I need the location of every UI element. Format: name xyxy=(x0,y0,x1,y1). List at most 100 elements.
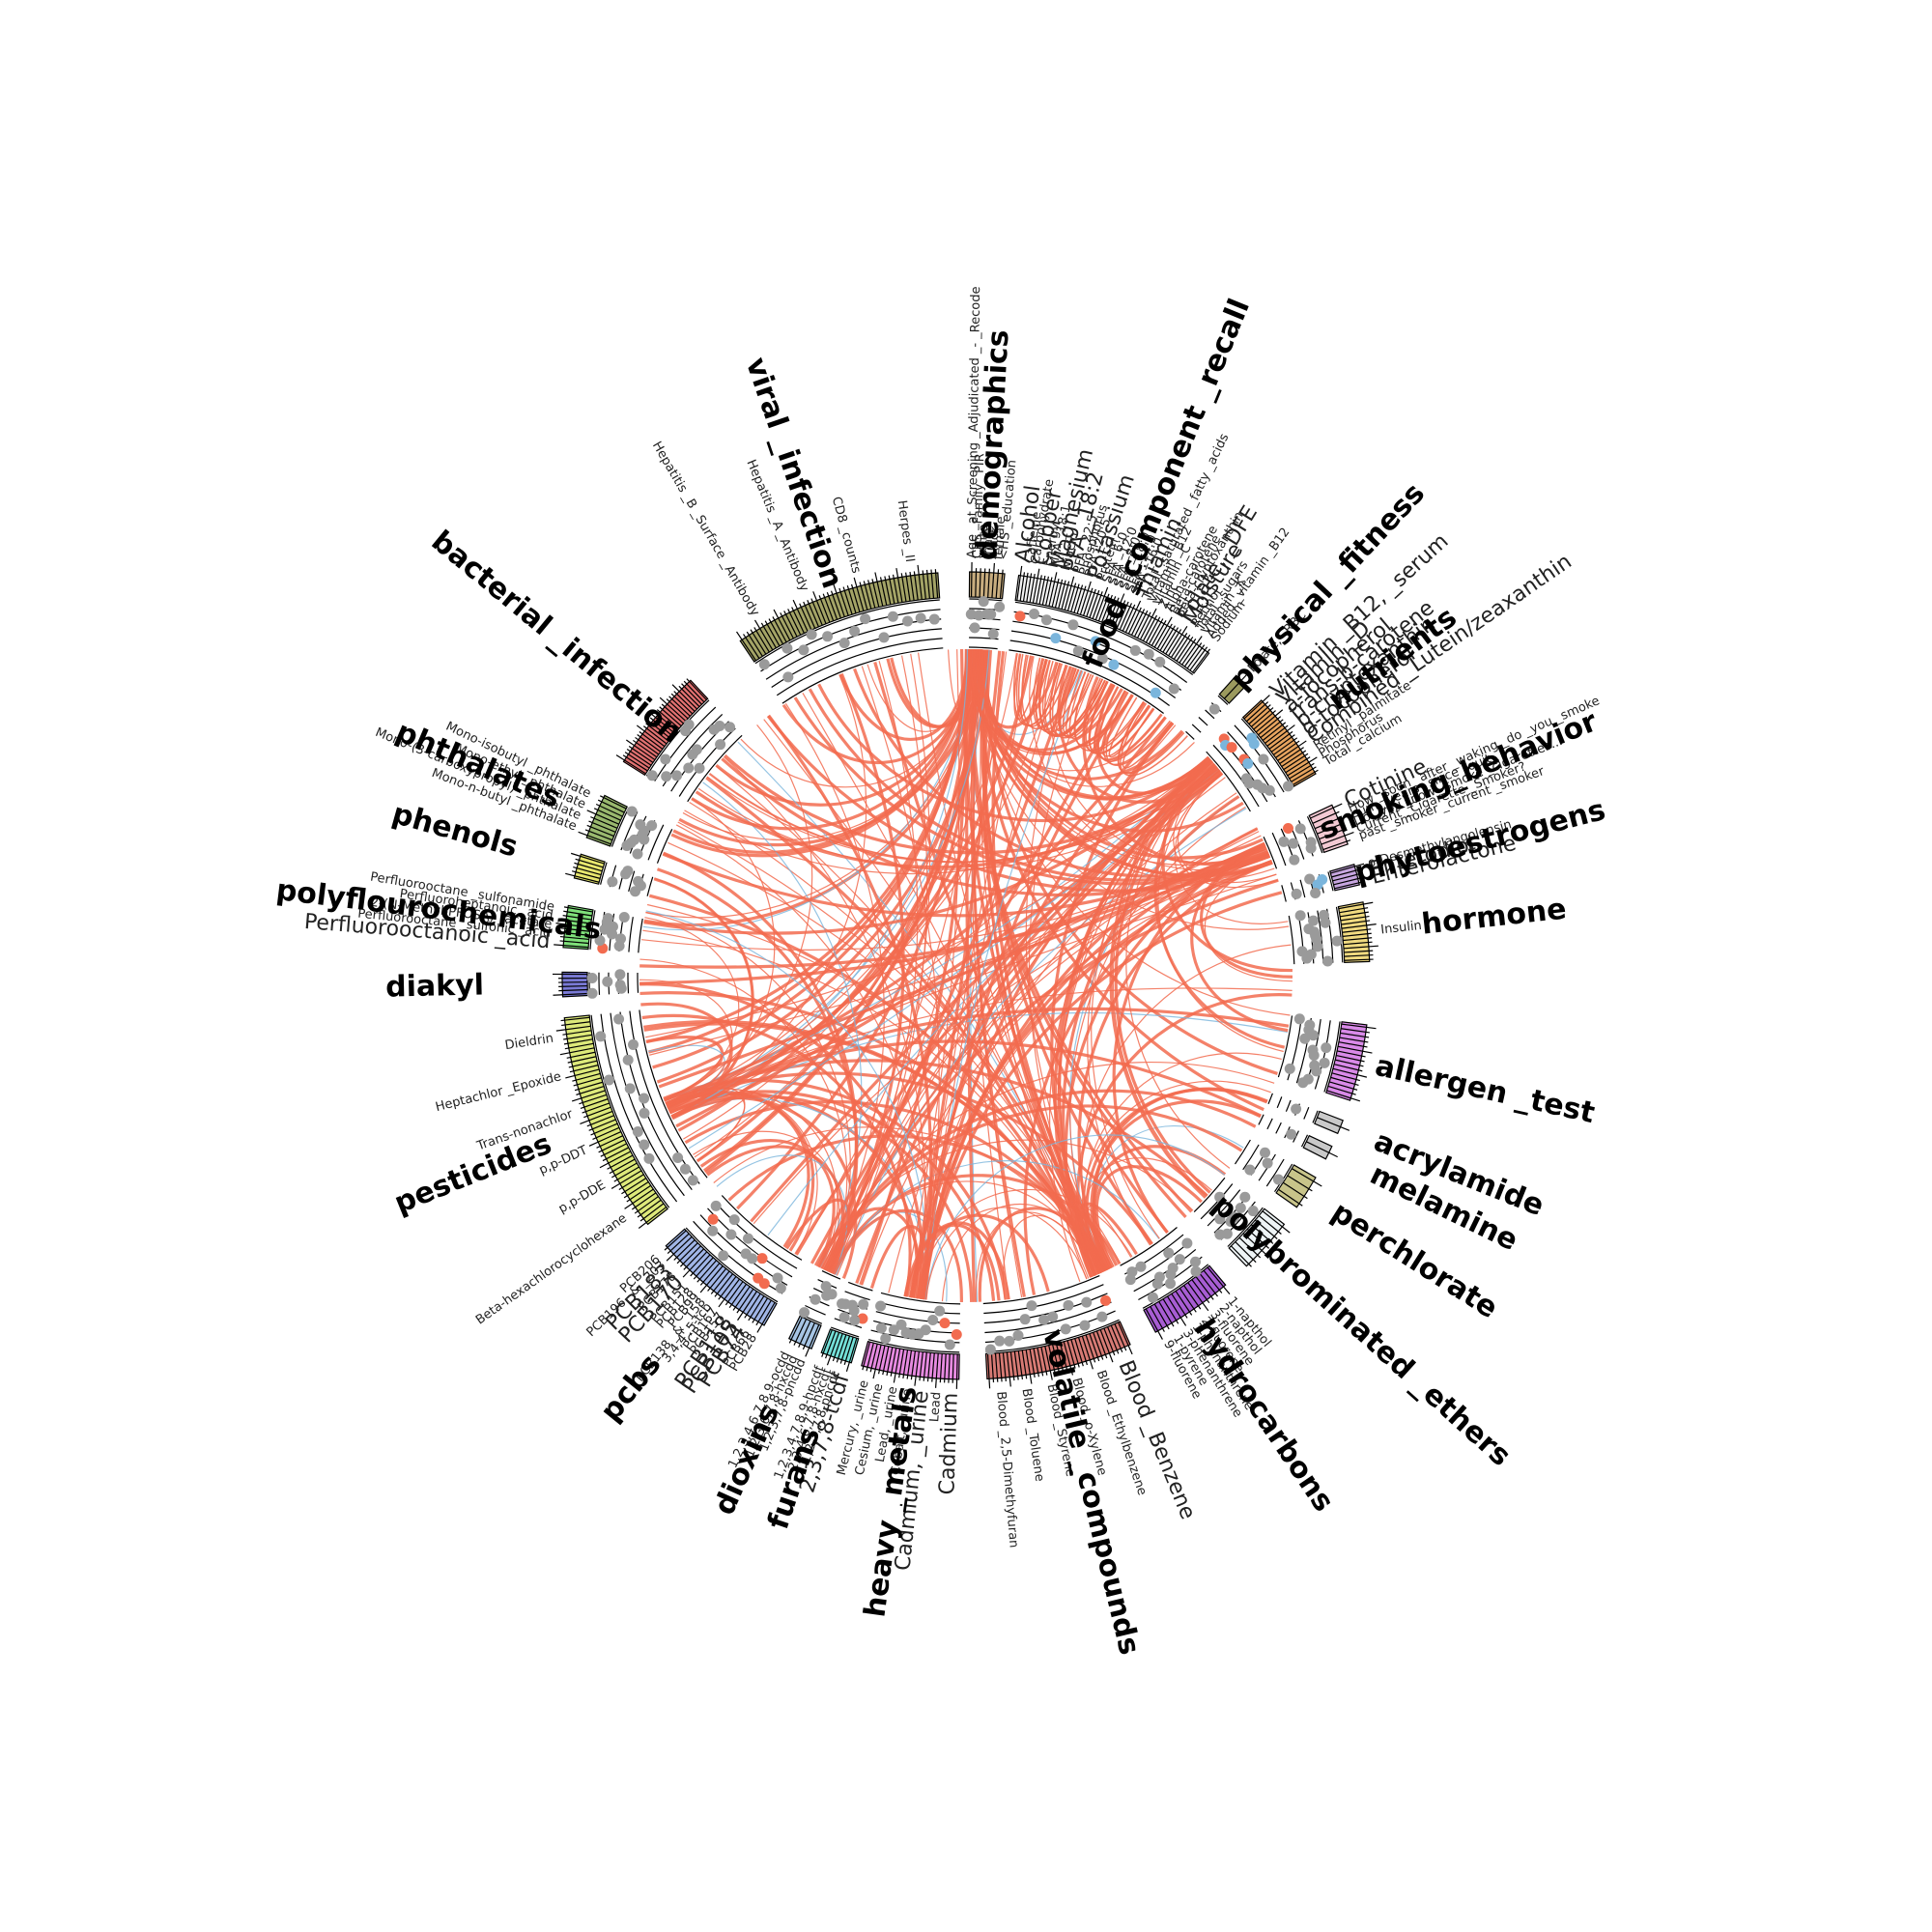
variable-dot xyxy=(1096,653,1108,665)
track-ring xyxy=(1263,837,1278,869)
variable-tick xyxy=(1344,950,1374,953)
correlation-link xyxy=(639,850,1269,969)
variable-dot xyxy=(1189,1256,1201,1267)
variable-tick xyxy=(1107,1326,1120,1354)
variable-tick xyxy=(1338,901,1374,910)
track-ring xyxy=(821,1270,841,1280)
variable-tick xyxy=(580,1098,609,1109)
variable-dot xyxy=(973,610,984,621)
variable-dot xyxy=(1019,1314,1031,1325)
variable-tick xyxy=(637,733,662,753)
category-track xyxy=(1277,1013,1377,1102)
variable-tick xyxy=(826,591,838,620)
variable-tick xyxy=(1145,616,1161,643)
variable-dot xyxy=(1311,1065,1322,1077)
variable-dot xyxy=(895,1319,907,1330)
variable-tick xyxy=(886,1347,894,1377)
correlation-link xyxy=(969,649,1193,1213)
track-ring xyxy=(685,1227,779,1303)
variable-tick xyxy=(1183,1285,1202,1310)
track-ring xyxy=(880,1292,961,1305)
variable-tick xyxy=(787,609,802,636)
track-ring xyxy=(983,1284,1104,1315)
variable-dot xyxy=(728,1214,740,1226)
variable-tick xyxy=(805,1324,820,1357)
variable-tick xyxy=(1136,611,1151,639)
variable-dot xyxy=(672,1152,684,1164)
correlation-link xyxy=(918,694,1134,1299)
variable-dot xyxy=(646,820,658,832)
variable-tick xyxy=(842,586,853,615)
category-track xyxy=(982,1275,1133,1389)
variable-tick xyxy=(572,1072,601,1082)
variable-tick xyxy=(1162,1298,1179,1324)
variable-tick xyxy=(1026,573,1033,603)
variable-tick xyxy=(1168,626,1188,657)
variable-tick xyxy=(631,1192,657,1210)
variable-dot xyxy=(1291,888,1302,899)
variable-tick xyxy=(768,618,784,645)
variable-dot xyxy=(632,1125,643,1137)
variable-tick xyxy=(1158,1301,1175,1327)
variable-tick xyxy=(948,1353,951,1383)
category-track xyxy=(1235,1139,1322,1208)
variable-tick xyxy=(1331,1072,1360,1082)
variable-dot xyxy=(740,1248,752,1260)
variable-tick xyxy=(1093,1332,1104,1360)
variable-tick xyxy=(1173,635,1191,660)
variable-tick xyxy=(1116,601,1129,629)
variable-dot xyxy=(860,613,871,625)
variable-dot xyxy=(622,1054,634,1065)
variable-dot xyxy=(1154,656,1166,668)
variable-dot xyxy=(781,642,793,654)
variable-tick xyxy=(1306,1141,1338,1158)
variable-dot xyxy=(1050,633,1062,644)
variable-tick xyxy=(1317,822,1345,835)
variable-tick xyxy=(783,611,798,638)
category-track xyxy=(965,562,1006,650)
variable-tick xyxy=(1260,719,1284,739)
correlation-links xyxy=(639,648,1293,1302)
variable-tick xyxy=(1110,1324,1123,1352)
category-track xyxy=(554,904,643,954)
variable-tick xyxy=(565,1068,600,1079)
variable-tick xyxy=(1340,1032,1370,1038)
variable-tick xyxy=(1287,756,1318,777)
variable-dot xyxy=(1283,781,1294,792)
correlation-link xyxy=(853,668,1270,878)
variable-tick xyxy=(732,1286,751,1311)
variable-tick xyxy=(1319,828,1347,840)
variable-dot xyxy=(849,625,861,637)
correlation-link xyxy=(1069,806,1246,1272)
variable-dot xyxy=(710,1200,722,1211)
variable-tick xyxy=(877,1345,886,1375)
track-ring xyxy=(1258,1114,1264,1125)
variable-tick xyxy=(624,752,650,769)
track-ring xyxy=(969,637,999,640)
variable-dot xyxy=(1310,888,1321,899)
variable-tick xyxy=(925,569,931,599)
correlation-link xyxy=(975,1211,1096,1302)
variable-tick xyxy=(1077,1337,1089,1366)
variable-dot xyxy=(1129,644,1141,656)
track-ring xyxy=(968,646,998,650)
variable-label: Dieldrin xyxy=(504,1032,554,1053)
variable-tick xyxy=(1339,907,1369,914)
correlation-link xyxy=(813,1207,921,1299)
correlation-link xyxy=(916,862,1273,1299)
variable-tick xyxy=(1162,627,1179,653)
correlation-link xyxy=(1112,842,1265,1235)
variable-tick xyxy=(1013,1350,1019,1380)
variable-tick xyxy=(1051,1344,1061,1373)
variable-tick xyxy=(560,1016,590,1022)
variable-dot xyxy=(1040,614,1052,626)
variable-tick xyxy=(1061,581,1070,610)
variable-tick xyxy=(1085,1334,1096,1363)
variable-tick xyxy=(1199,1273,1219,1297)
track-ring xyxy=(875,1311,960,1324)
correlation-link xyxy=(721,757,1270,897)
variable-dot xyxy=(643,1152,655,1164)
variable-dot xyxy=(1294,910,1306,922)
variable-tick xyxy=(1195,1276,1214,1300)
correlation-link xyxy=(1073,672,1134,747)
